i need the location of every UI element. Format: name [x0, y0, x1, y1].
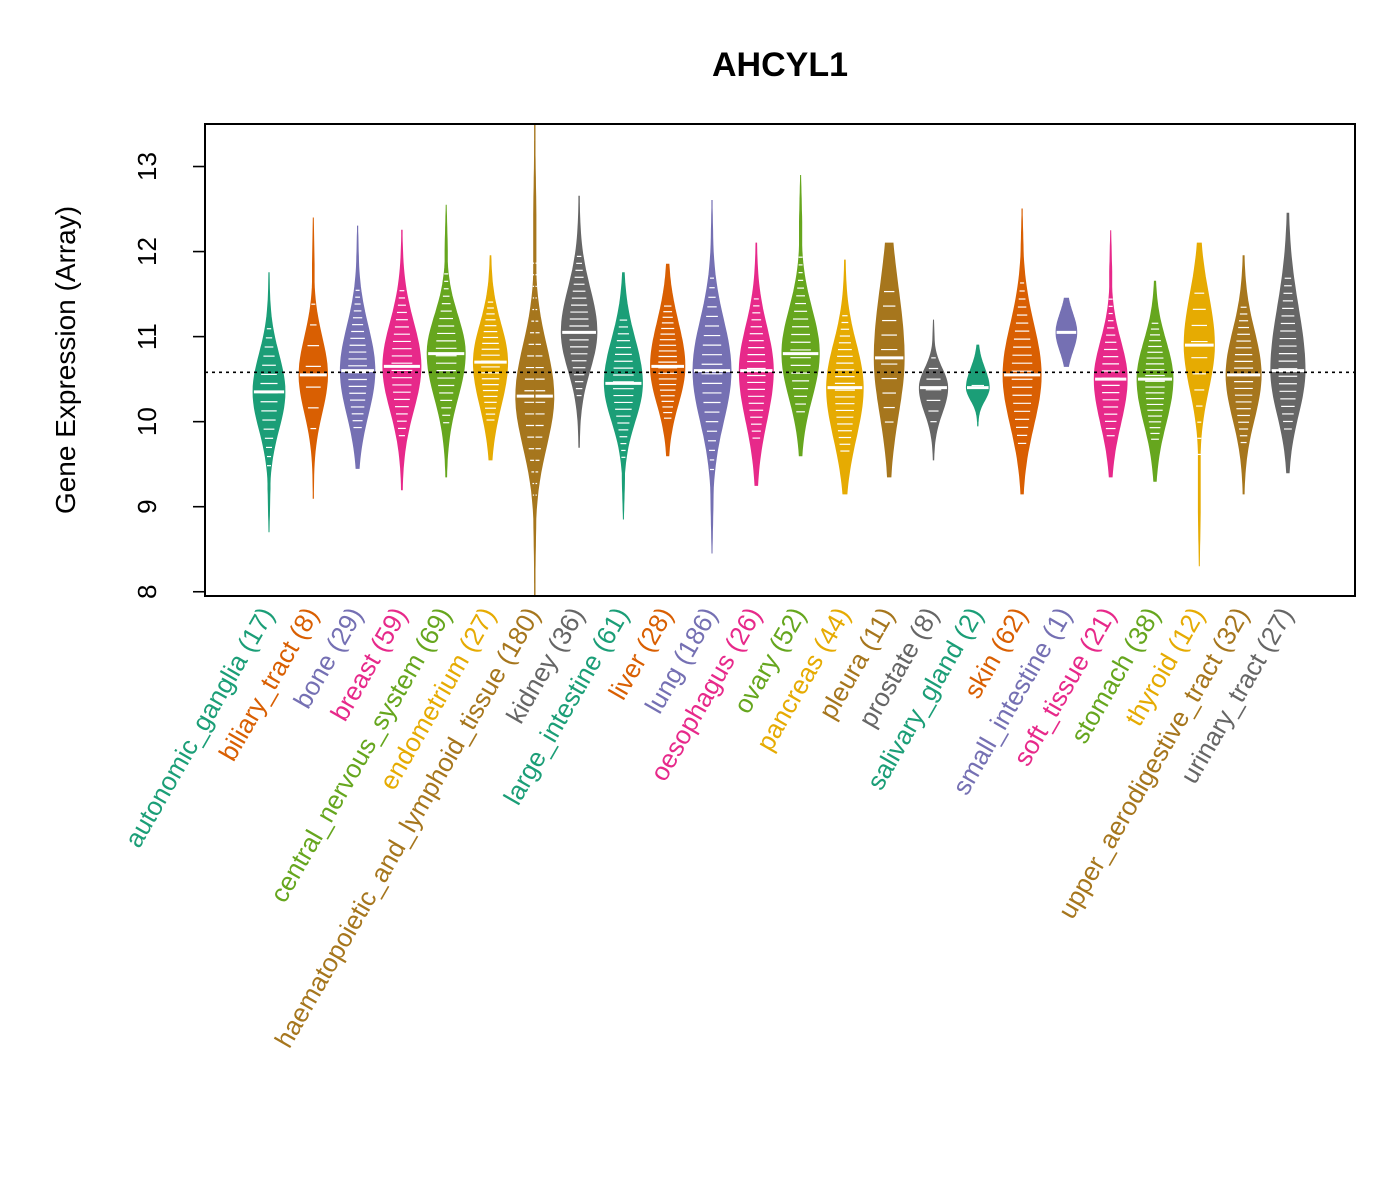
- violin-upper_aerodigestive_tract: [1225, 255, 1262, 495]
- violin-autonomic_ganglia: [252, 272, 286, 533]
- y-tick-label: 8: [132, 585, 162, 599]
- violin-small_intestine: [1055, 297, 1078, 367]
- violin-central_nervous_system: [426, 204, 466, 478]
- violin-skin: [1002, 208, 1042, 495]
- violin-body: [1270, 212, 1306, 474]
- chart-title: AHCYL1: [712, 46, 848, 84]
- violin-body: [1183, 242, 1215, 567]
- y-tick-label: 9: [132, 499, 162, 513]
- violin-body: [339, 225, 376, 469]
- violin-body: [873, 242, 905, 478]
- violin-urinary_tract: [1270, 212, 1306, 474]
- y-axis-label: Gene Expression (Array): [50, 206, 81, 514]
- violin-body: [738, 242, 774, 486]
- x-axis-labels: autonomic_ganglia (17)biliary_tract (8)b…: [118, 602, 1299, 1053]
- violin-ovary: [781, 174, 820, 457]
- violin-liver: [650, 263, 686, 457]
- violin-body: [252, 272, 286, 533]
- violin-body: [382, 229, 422, 491]
- violin-body: [781, 174, 820, 457]
- y-tick-label: 10: [132, 407, 162, 436]
- violin-thyroid: [1183, 242, 1215, 567]
- violin-lung: [692, 200, 732, 554]
- violin-pleura: [873, 242, 905, 478]
- y-tick-label: 11: [132, 323, 162, 350]
- violin-body: [298, 217, 329, 499]
- violin-body: [692, 200, 732, 554]
- violin-breast: [382, 229, 422, 491]
- violin-endometrium: [472, 255, 509, 461]
- violin-prostate: [918, 319, 949, 461]
- violin-kidney: [560, 195, 598, 448]
- violin-salivary_gland: [965, 344, 990, 427]
- violin-biliary_tract: [298, 217, 329, 499]
- violin-oesophagus: [738, 242, 774, 486]
- violin-large_intestine: [603, 272, 643, 520]
- violin-body: [472, 255, 509, 461]
- violin-pancreas: [826, 259, 864, 495]
- violin-bone: [339, 225, 376, 469]
- plot-frame: [204, 123, 1356, 597]
- y-tick-label: 13: [132, 152, 162, 181]
- violin-body: [560, 195, 598, 448]
- violin-group: [252, 124, 1306, 596]
- violin-body: [650, 263, 686, 457]
- violin-body: [1002, 208, 1042, 495]
- violin-soft_tissue: [1093, 230, 1128, 478]
- violin-body: [1093, 230, 1128, 478]
- y-axis: 8 9 10 11 12 13: [132, 152, 206, 599]
- violin-stomach: [1136, 280, 1174, 482]
- y-tick-label: 12: [132, 237, 162, 266]
